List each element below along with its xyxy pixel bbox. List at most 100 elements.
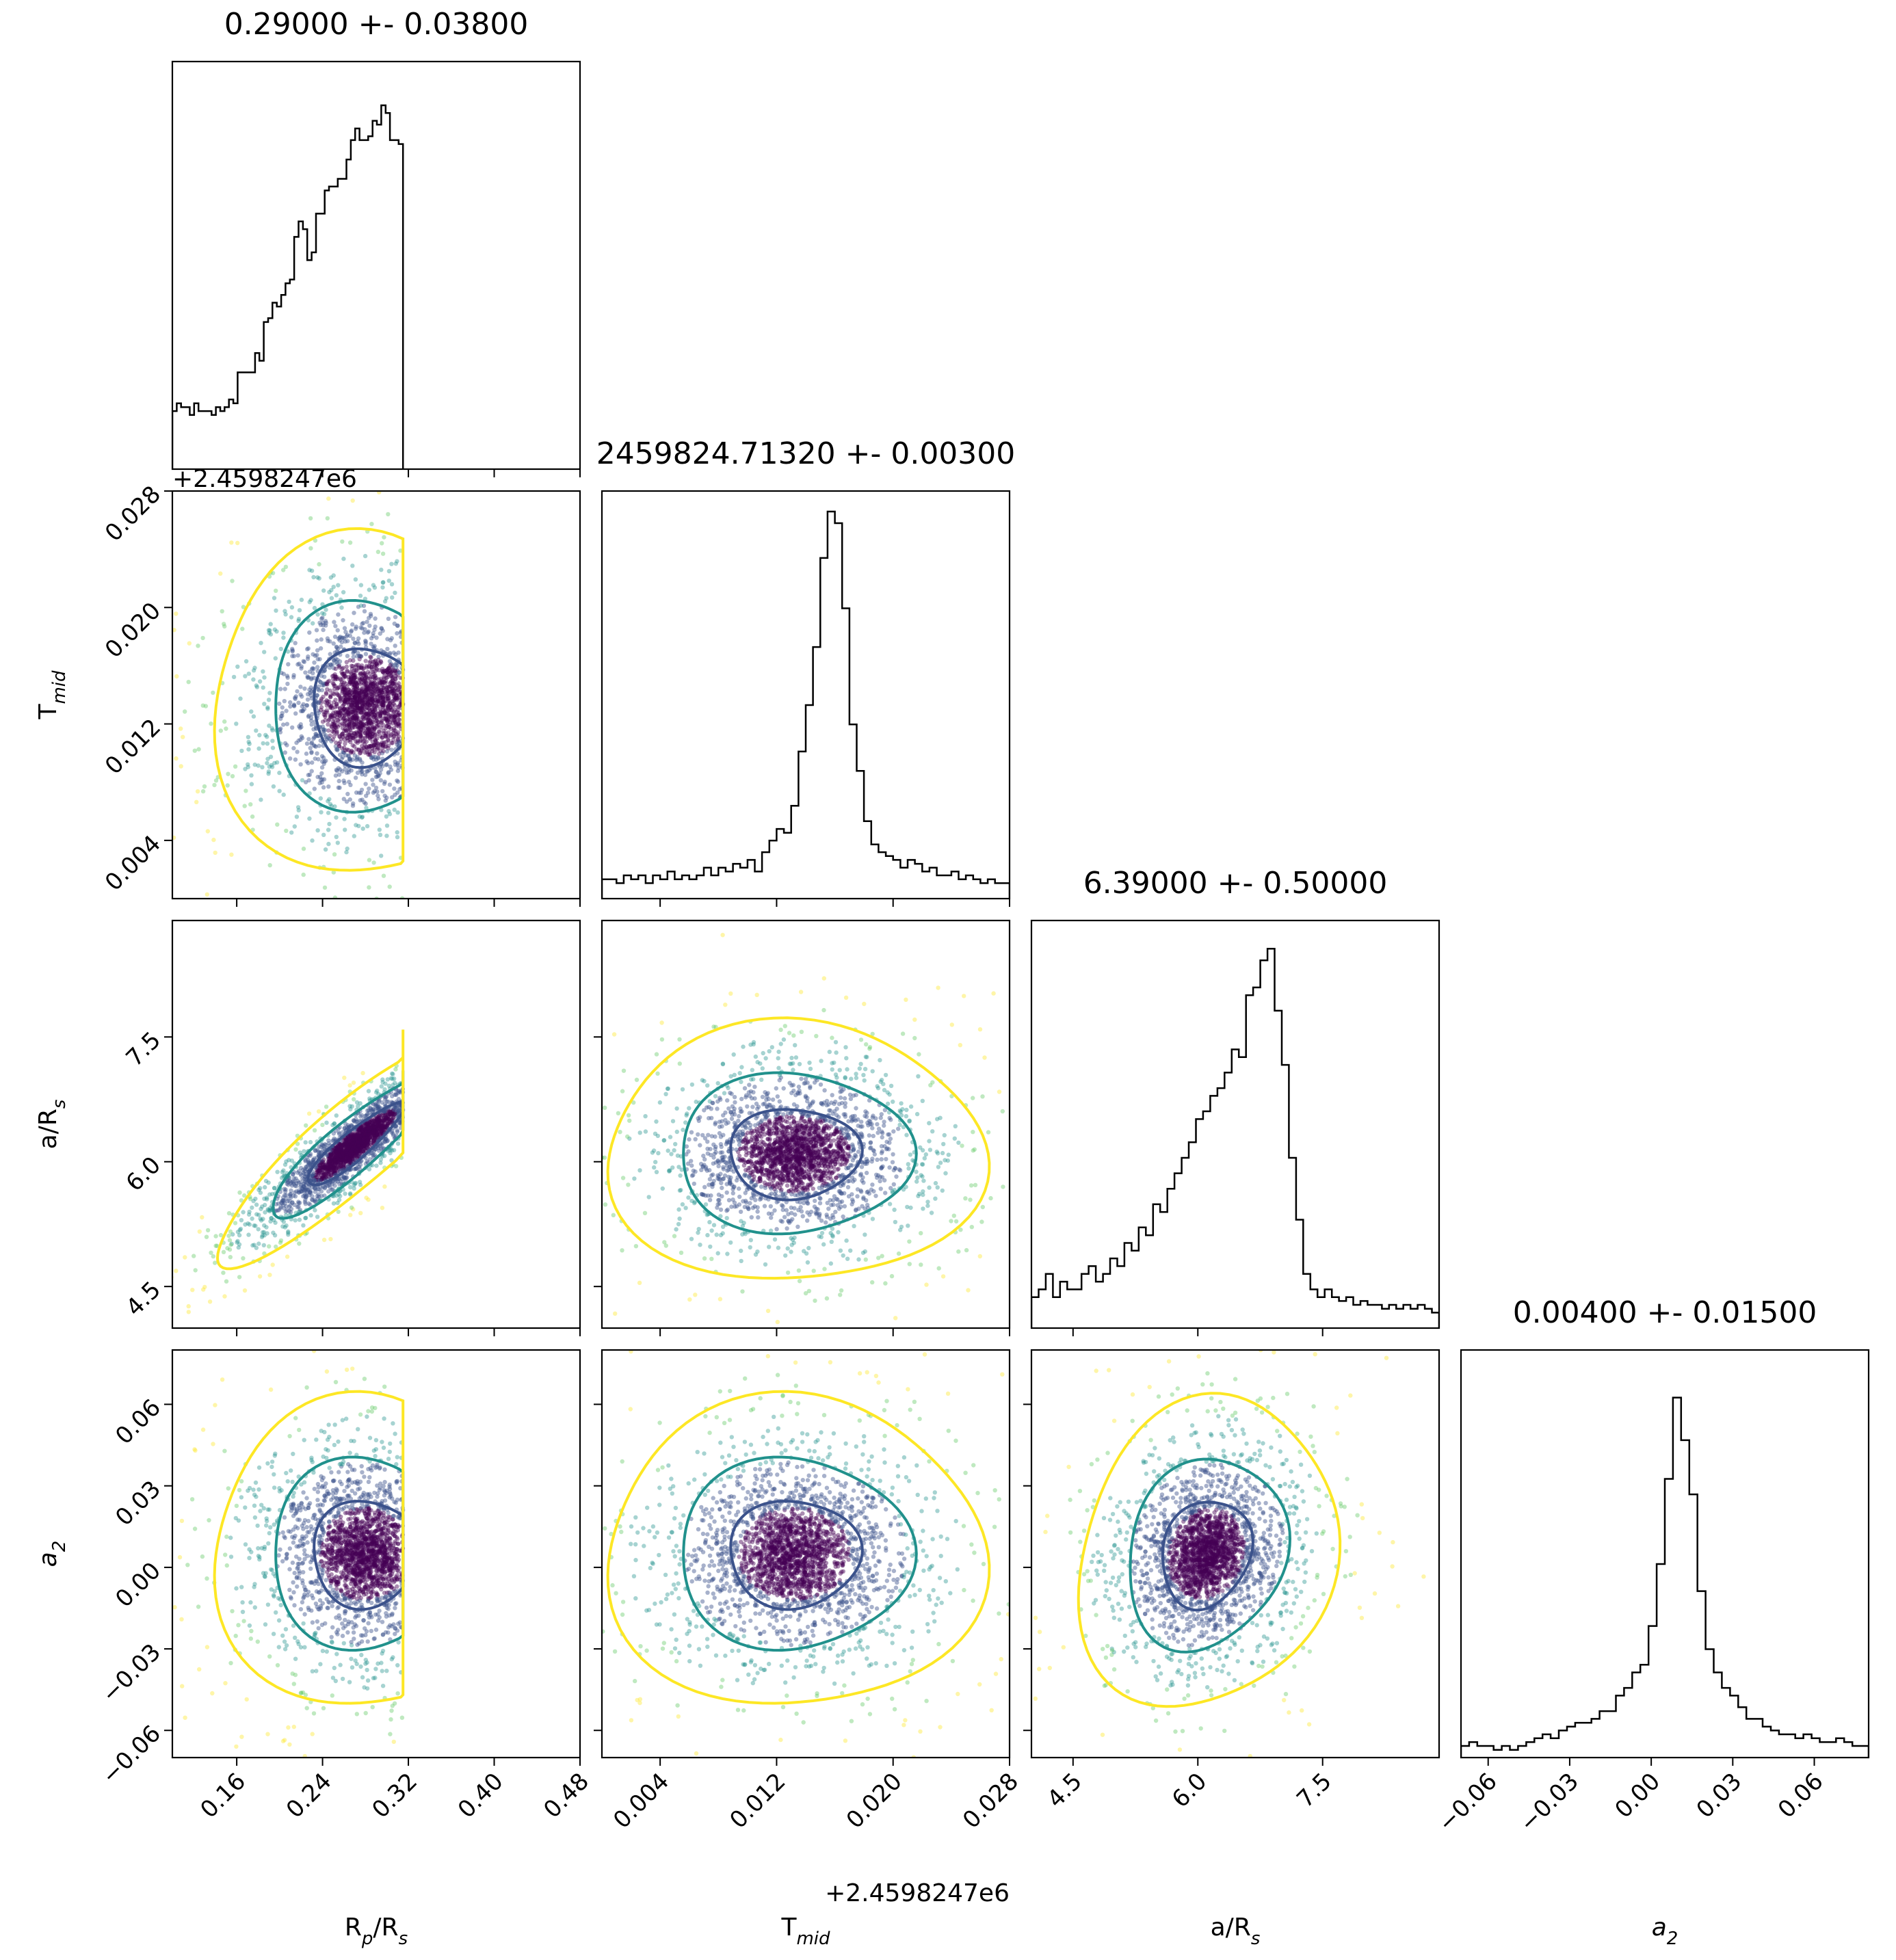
scatter-point [338, 1193, 343, 1199]
scatter-point [381, 685, 386, 691]
scatter-point [369, 665, 374, 670]
scatter-point [304, 703, 310, 708]
scatter-point [347, 1104, 352, 1109]
scatter-point [341, 750, 347, 755]
scatter-point [380, 700, 385, 705]
scatter-point [390, 674, 395, 679]
scatter-point [357, 1180, 363, 1184]
scatter-point [254, 1212, 259, 1217]
scatter-point [388, 733, 393, 738]
scatter-point [879, 1157, 884, 1162]
scatter-point [393, 676, 398, 681]
scatter-point [354, 687, 358, 691]
scatter-point [345, 698, 350, 702]
scatter-point [372, 689, 378, 693]
scatter-point [337, 743, 342, 749]
scatter-point [386, 706, 391, 711]
scatter-point [385, 672, 390, 678]
scatter-point [388, 650, 393, 656]
scatter-point [312, 734, 317, 740]
scatter-point [353, 641, 358, 646]
scatter-point [322, 681, 328, 686]
scatter-point [291, 745, 296, 751]
scatter-point [312, 786, 317, 791]
scatter-point [337, 638, 342, 643]
scatter-point [358, 721, 363, 726]
scatter-point [347, 732, 352, 737]
scatter-point [326, 728, 331, 733]
scatter-point [344, 1150, 349, 1156]
scatter-point [343, 728, 349, 733]
scatter-point [196, 747, 201, 752]
scatter-point [362, 690, 367, 695]
scatter-point [848, 1248, 853, 1253]
scatter-point [376, 699, 380, 704]
scatter-point [347, 1144, 352, 1149]
scatter-point [340, 672, 345, 676]
scatter-point [364, 1195, 369, 1200]
scatter-point [305, 697, 311, 702]
scatter-point [307, 630, 312, 635]
scatter-point [360, 699, 365, 704]
scatter-point [350, 726, 355, 730]
scatter-point [295, 805, 301, 810]
scatter-point [384, 718, 389, 724]
scatter-point [288, 704, 293, 709]
scatter-point [319, 698, 324, 703]
scatter-point [376, 722, 381, 728]
scatter-point [334, 659, 339, 664]
scatter-point [352, 694, 358, 699]
scatter-point [229, 540, 234, 545]
scatter-point [332, 1121, 337, 1126]
scatter-point [312, 660, 317, 665]
scatter-point [320, 1122, 325, 1128]
scatter-point [357, 706, 362, 711]
scatter-point [319, 696, 324, 701]
scatter-point [339, 711, 343, 716]
scatter-point [346, 674, 351, 680]
scatter-point [272, 760, 277, 766]
scatter-point [394, 740, 399, 745]
scatter-point [342, 692, 347, 697]
scatter-point [347, 767, 352, 772]
scatter-point [313, 743, 317, 749]
scatter-point [391, 730, 396, 735]
scatter-point [311, 736, 316, 741]
scatter-point [381, 723, 386, 728]
scatter-point [268, 622, 273, 626]
scatter-point [345, 670, 350, 674]
scatter-point [297, 1241, 302, 1246]
scatter-point [326, 1174, 331, 1179]
y-tick-label-ars: 6.0 [121, 1152, 167, 1197]
scatter-point [383, 690, 388, 695]
scatter-point [334, 834, 339, 840]
scatter-point [371, 687, 376, 691]
scatter-point [378, 715, 382, 720]
scatter-point [358, 734, 363, 739]
scatter-point [355, 639, 360, 644]
scatter-point [347, 693, 352, 698]
scatter-point [359, 665, 364, 670]
scatter-point [357, 725, 362, 730]
scatter-point [378, 693, 383, 698]
scatter-point [374, 692, 380, 697]
scatter-point [364, 769, 369, 773]
scatter-point [378, 680, 383, 685]
scatter-point [332, 734, 337, 739]
scatter-point [281, 792, 286, 797]
scatter-point [360, 698, 365, 703]
scatter-point [381, 580, 386, 585]
scatter-point [388, 764, 393, 769]
scatter-point [374, 742, 379, 747]
scatter-point [360, 743, 365, 749]
scatter-point [363, 627, 367, 632]
scatter-point [397, 692, 401, 698]
scatter-point [733, 1100, 737, 1105]
scatter-point [366, 721, 371, 726]
scatter-point [308, 516, 313, 521]
scatter-point [378, 1123, 382, 1128]
scatter-point [213, 778, 219, 783]
scatter-point [364, 711, 369, 716]
scatter-point [358, 756, 363, 762]
scatter-point [359, 1131, 364, 1136]
